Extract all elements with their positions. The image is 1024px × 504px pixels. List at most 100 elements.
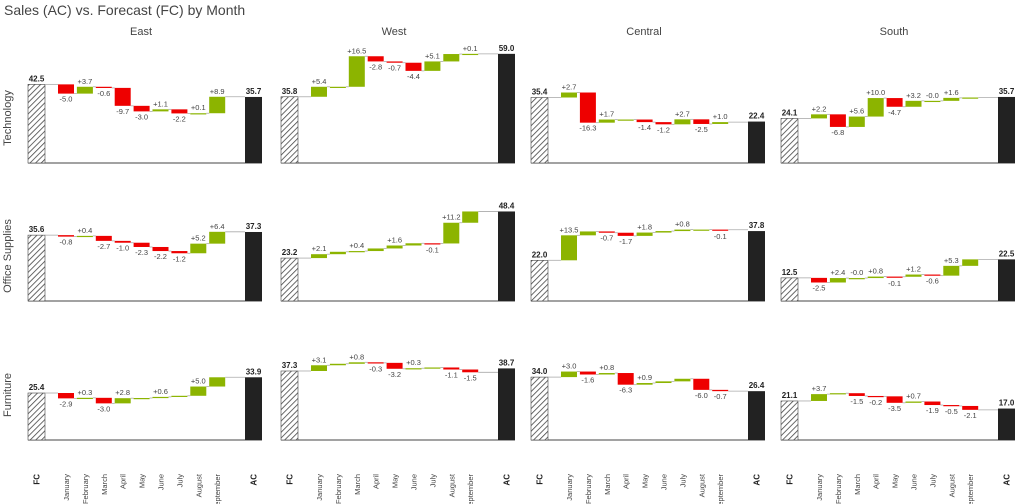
- variance-bar-technology-south-september: [962, 97, 979, 99]
- variance-bar-technology-central-february: [579, 92, 596, 123]
- variance-label-technology-south-january: +2.2: [812, 104, 827, 113]
- fc-value-label-office-supplies-west: 23.2: [282, 248, 298, 257]
- variance-bar-office-supplies-south-july: [924, 274, 941, 276]
- variance-label-technology-east-august: +0.1: [191, 103, 206, 112]
- variance-label-technology-east-may: -3.0: [135, 112, 148, 121]
- variance-bar-technology-west-june: [405, 62, 422, 71]
- row-header-office-supplies: Office Supplies: [2, 219, 14, 293]
- ac-bar-technology-east: [245, 96, 262, 163]
- fc-value-label-office-supplies-central: 22.0: [532, 250, 548, 259]
- variance-bar-furniture-south-march: [848, 393, 865, 396]
- variance-bar-office-supplies-west-august: [443, 222, 460, 244]
- variance-bar-furniture-west-may: [386, 362, 403, 369]
- x-tick-april: April: [372, 474, 381, 489]
- variance-bar-furniture-west-july: [424, 367, 441, 369]
- x-tick-september: September: [716, 473, 725, 504]
- variance-bar-office-supplies-central-january: [561, 235, 577, 261]
- variance-label-office-supplies-south-june: +1.2: [906, 265, 921, 274]
- variance-label-technology-central-august: -2.5: [695, 125, 708, 134]
- column-header-east: East: [130, 26, 152, 38]
- fc-bar-office-supplies-central: [530, 259, 549, 302]
- fc-value-label-furniture-south: 21.1: [782, 391, 798, 400]
- x-tick-ac: AC: [1003, 474, 1012, 486]
- variance-label-office-supplies-east-january: -0.8: [60, 238, 73, 247]
- variance-bar-technology-east-july: [171, 109, 188, 114]
- variance-label-office-supplies-south-august: +5.3: [944, 256, 959, 265]
- variance-bar-technology-south-april: [867, 98, 884, 117]
- x-tick-july: July: [928, 474, 937, 488]
- variance-label-furniture-central-january: +3.0: [562, 362, 577, 371]
- page-title: Sales (AC) vs. Forecast (FC) by Month: [4, 2, 246, 18]
- variance-bar-technology-east-may: [133, 105, 150, 112]
- x-tick-february: February: [334, 474, 343, 504]
- x-tick-august: August: [194, 473, 203, 497]
- variance-bar-technology-west-september: [462, 53, 479, 56]
- ac-bar-furniture-east: [245, 377, 262, 440]
- variance-bar-furniture-west-march: [348, 362, 365, 364]
- fc-bar-office-supplies-west: [280, 257, 299, 302]
- variance-label-office-supplies-west-may: +1.6: [387, 236, 402, 245]
- variance-bar-furniture-central-february: [579, 371, 596, 375]
- variance-bar-office-supplies-central-september: [712, 229, 729, 231]
- variance-bar-office-supplies-central-march: [598, 231, 615, 233]
- fc-bar-furniture-central: [530, 376, 549, 441]
- x-tick-june: June: [660, 474, 669, 490]
- ac-value-label-technology-south: 35.7: [999, 87, 1015, 96]
- variance-bar-furniture-south-september: [962, 405, 979, 410]
- variance-label-furniture-south-march: -1.5: [850, 397, 863, 406]
- variance-bar-furniture-south-february: [829, 393, 846, 395]
- x-tick-july: July: [428, 474, 437, 488]
- variance-bar-furniture-central-march: [598, 373, 615, 375]
- variance-label-office-supplies-south-march: -0.0: [850, 268, 863, 277]
- x-tick-fc: FC: [286, 474, 295, 485]
- variance-label-furniture-west-august: -1.1: [445, 371, 458, 380]
- variance-label-office-supplies-east-may: -2.3: [135, 248, 148, 257]
- variance-label-technology-central-january: +2.7: [562, 83, 577, 92]
- variance-bar-office-supplies-central-august: [693, 229, 710, 231]
- variance-label-furniture-west-september: -1.5: [464, 373, 477, 382]
- variance-label-office-supplies-east-june: -2.2: [154, 252, 167, 261]
- ac-bar-office-supplies-west: [498, 211, 515, 301]
- ac-value-label-office-supplies-central: 37.8: [749, 221, 765, 230]
- variance-label-technology-west-june: -4.4: [407, 72, 420, 81]
- variance-bar-furniture-central-july: [674, 378, 691, 382]
- variance-label-office-supplies-east-march: -2.7: [97, 242, 110, 251]
- fc-bar-office-supplies-east: [27, 234, 46, 302]
- variance-bar-office-supplies-west-september: [462, 211, 479, 223]
- variance-bar-technology-central-june: [655, 122, 672, 125]
- variance-label-furniture-east-march: -3.0: [97, 404, 110, 413]
- ac-value-label-technology-west: 59.0: [499, 44, 515, 53]
- variance-label-furniture-south-june: +0.7: [906, 392, 921, 401]
- variance-bar-technology-east-september: [209, 96, 226, 114]
- variance-bar-furniture-east-march: [95, 397, 112, 404]
- variance-label-furniture-west-june: +0.3: [406, 358, 421, 367]
- variance-label-technology-central-september: +1.0: [713, 112, 728, 121]
- ac-bar-furniture-central: [748, 391, 765, 440]
- column-header-south: South: [880, 26, 909, 38]
- x-tick-fc: FC: [786, 474, 795, 485]
- variance-label-office-supplies-central-march: -0.7: [600, 234, 613, 243]
- variance-label-technology-west-april: -2.8: [369, 62, 382, 71]
- variance-bar-office-supplies-east-march: [95, 235, 112, 241]
- variance-label-office-supplies-east-april: -1.0: [116, 244, 129, 253]
- variance-bar-furniture-east-june: [152, 396, 169, 399]
- variance-bar-technology-central-august: [693, 119, 710, 124]
- x-tick-june: June: [157, 474, 166, 490]
- variance-bar-furniture-south-april: [867, 395, 884, 398]
- variance-label-office-supplies-east-september: +6.4: [210, 222, 225, 231]
- variance-label-office-supplies-west-march: +0.4: [349, 241, 364, 250]
- variance-bar-technology-south-february: [829, 114, 846, 127]
- variance-bar-technology-west-may: [386, 61, 403, 63]
- variance-label-technology-west-january: +5.4: [312, 77, 327, 86]
- variance-label-technology-east-january: -5.0: [60, 95, 73, 104]
- variance-label-furniture-central-april: -6.3: [619, 386, 632, 395]
- variance-label-office-supplies-west-january: +2.1: [312, 244, 327, 253]
- variance-bar-technology-south-july: [924, 100, 941, 103]
- variance-label-furniture-south-may: -3.5: [888, 404, 901, 413]
- x-tick-fc: FC: [536, 474, 545, 485]
- variance-label-technology-south-february: -6.8: [831, 128, 844, 137]
- variance-label-technology-south-may: -4.7: [888, 108, 901, 117]
- variance-label-technology-east-march: -0.6: [97, 89, 110, 98]
- variance-bar-technology-east-february: [76, 86, 93, 94]
